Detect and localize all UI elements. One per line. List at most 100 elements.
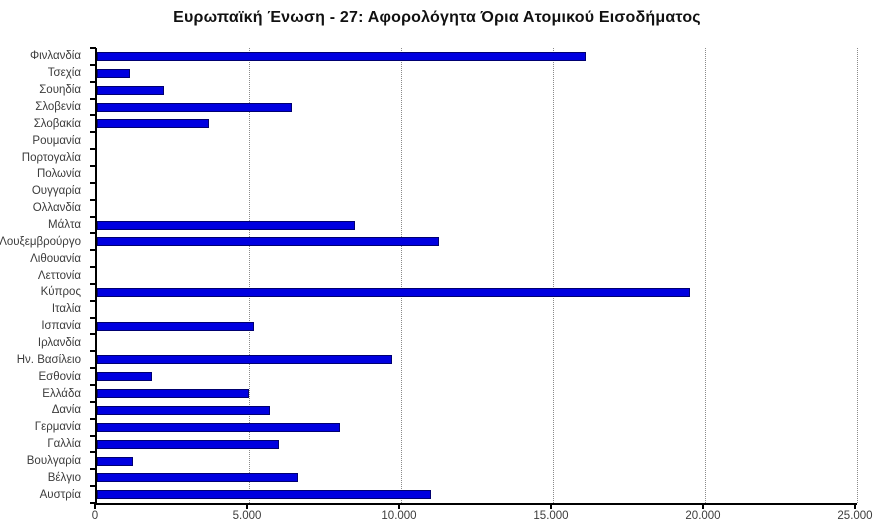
category-label-Λεττονία: Λεττονία [37, 269, 81, 282]
bar-Σουηδία [97, 85, 164, 95]
bar-row [97, 351, 857, 368]
bar-row [97, 318, 857, 335]
y-axis-tick [90, 181, 96, 184]
category-label-Φινλανδία: Φινλανδία [29, 50, 81, 63]
category-label-Κύπρος: Κύπρος [40, 286, 81, 299]
bar-row [97, 267, 857, 284]
x-axis-tick-10.000 [398, 503, 400, 509]
bar-Τσεχία [97, 68, 131, 78]
y-axis-tick [90, 316, 96, 319]
y-axis-tick [90, 249, 96, 252]
y-axis-tick [90, 47, 96, 49]
bar-row [97, 436, 857, 453]
y-axis-tick [90, 148, 96, 151]
category-label-Ισπανία: Ισπανία [41, 320, 81, 333]
bar-row [97, 368, 857, 385]
category-label-Μάλτα: Μάλτα [47, 219, 81, 232]
bar-Ελλάδα [97, 389, 249, 399]
category-label-Τσεχία: Τσεχία [47, 67, 81, 80]
y-axis-tick [90, 215, 96, 218]
category-label-Σλοβενία: Σλοβενία [35, 101, 81, 113]
category-label-Δανία: Δανία [51, 404, 81, 417]
bar-row [97, 250, 857, 267]
bar-Βέλγιο [97, 473, 298, 483]
bar-Βουλγαρία [97, 456, 134, 466]
chart-title: Ευρωπαϊκή Ένωση - 27: Αφορολόγητα Όρια Α… [173, 9, 701, 26]
y-axis-tick [90, 63, 96, 66]
x-axis-tick-0 [94, 503, 96, 509]
y-axis-tick [90, 232, 96, 235]
x-tick-label-0: 0 [91, 510, 99, 522]
category-label-Αυστρία: Αυστρία [39, 488, 81, 501]
gridline-15.000 [553, 48, 554, 503]
bar-row [97, 284, 857, 301]
y-axis-tick [90, 97, 96, 100]
x-tick-label-15.000: 15.000 [533, 510, 569, 522]
y-axis-tick [90, 468, 96, 471]
category-label-Ελλάδα: Ελλάδα [42, 387, 81, 400]
bar-Αυστρία [97, 490, 432, 500]
bar-Γαλλία [97, 439, 280, 449]
x-axis-tick-25.000 [854, 503, 856, 509]
bar-row [97, 82, 857, 99]
bar-row [97, 385, 857, 402]
category-label-Σουηδία: Σουηδία [39, 84, 81, 97]
category-label-Ιταλία: Ιταλία [51, 303, 81, 316]
x-tick-label-25.000: 25.000 [837, 510, 873, 522]
bar-Μάλτα [97, 220, 356, 230]
gridline-10.000 [401, 48, 402, 503]
bar-row [97, 183, 857, 200]
x-tick-label-5.000: 5.000 [232, 510, 262, 522]
gridline-25.000 [857, 48, 858, 503]
y-axis-tick [90, 485, 96, 488]
y-axis-tick [90, 282, 96, 285]
category-axis-labels: Φινλανδία Τσεχία Σουηδία Σλοβενία Σλοβακία Ρο… [0, 48, 88, 503]
y-axis-tick [90, 114, 96, 117]
gridline-5.000 [249, 48, 250, 503]
bar-row [97, 149, 857, 166]
y-axis-tick [90, 434, 96, 437]
bar-row [97, 200, 857, 217]
y-axis-tick [90, 350, 96, 353]
y-axis-tick [90, 333, 96, 336]
bar-Φινλανδία [97, 51, 587, 61]
bar-row [97, 217, 857, 234]
bar-row [97, 335, 857, 352]
bar-row [97, 233, 857, 250]
category-label-Εσθονία: Εσθονία [38, 370, 81, 383]
x-tick-label-20.000: 20.000 [685, 510, 721, 522]
category-label-Γαλλία: Γαλλία [47, 438, 81, 451]
x-axis-tick-20.000 [702, 503, 704, 509]
bar-Σλοβενία [97, 102, 292, 112]
bar-row [97, 48, 857, 65]
category-label-Λουξεμβρούργο: Λουξεμβρούργο [0, 235, 81, 248]
bar-row [97, 166, 857, 183]
category-label-Βέλγιο: Βέλγιο [47, 471, 81, 484]
y-axis-tick [90, 367, 96, 370]
bar-Κύπρος [97, 287, 690, 297]
bar-row [97, 301, 857, 318]
bar-Σλοβακία [97, 119, 210, 129]
y-axis-tick [90, 80, 96, 83]
x-tick-label-10.000: 10.000 [381, 510, 417, 522]
category-label-Λιθουανία: Λιθουανία [30, 252, 81, 265]
plot-area [95, 48, 858, 505]
bar-row [97, 65, 857, 82]
category-label-Ην. Βασίλειο: Ην. Βασίλειο [16, 353, 81, 366]
y-axis-tick [90, 384, 96, 387]
bar-row [97, 99, 857, 116]
category-label-Ολλανδία: Ολλανδία [32, 202, 81, 215]
category-label-Ιρλανδία: Ιρλανδία [37, 337, 81, 350]
bar-row [97, 115, 857, 132]
y-axis-tick [90, 131, 96, 134]
y-axis-tick [90, 417, 96, 420]
x-axis-tick-5.000 [246, 503, 248, 509]
bar-Ην. Βασίλειο [97, 355, 392, 365]
bar-Ισπανία [97, 321, 254, 331]
bar-row [97, 132, 857, 149]
bar-row [97, 486, 857, 503]
y-axis-tick [90, 400, 96, 403]
category-label-Γερμανία: Γερμανία [34, 421, 81, 434]
y-axis-tick [90, 451, 96, 454]
